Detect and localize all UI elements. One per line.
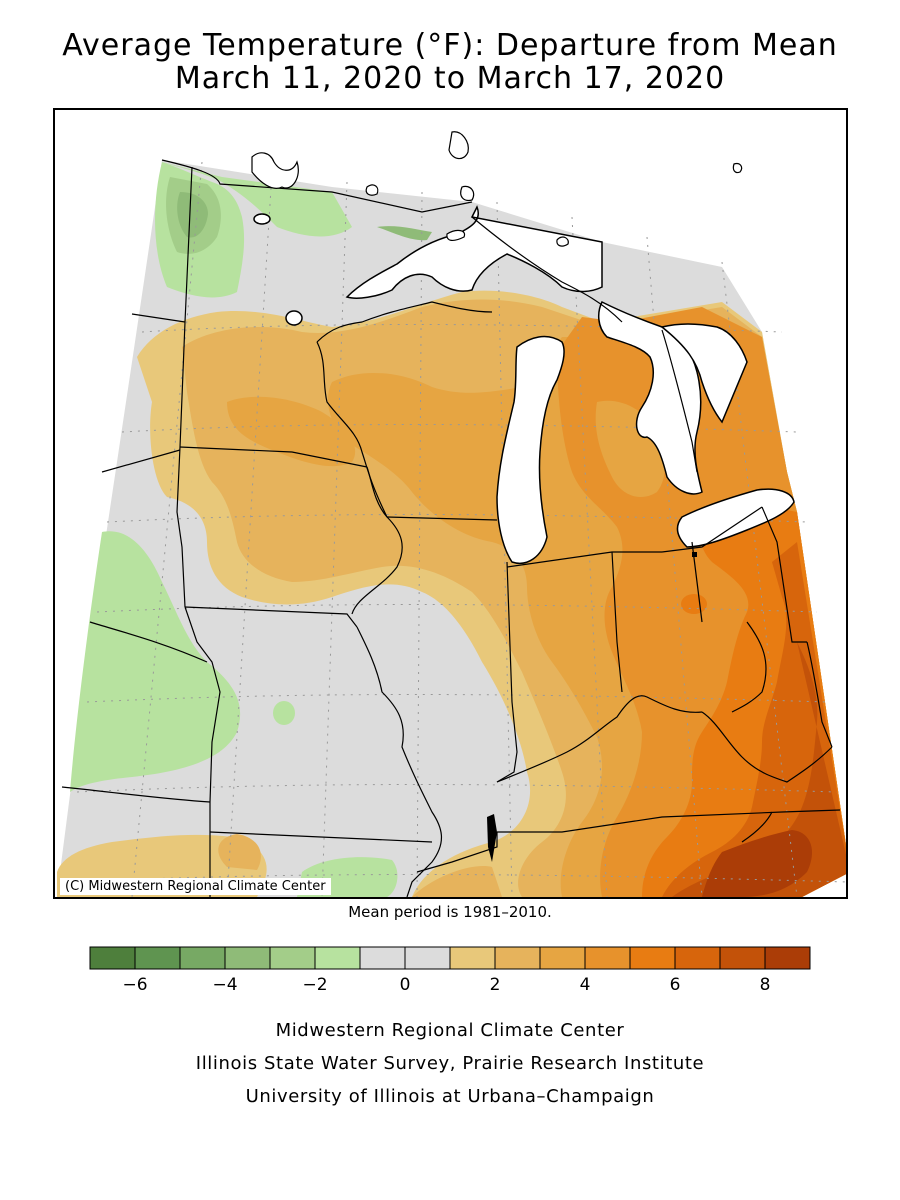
map-title: Average Temperature (°F): Departure from… bbox=[62, 28, 838, 63]
map-subtitle: March 11, 2020 to March 17, 2020 bbox=[174, 61, 726, 96]
legend-swatch bbox=[269, 946, 316, 970]
legend-swatch bbox=[359, 946, 406, 970]
legend-swatch bbox=[674, 946, 721, 970]
legend-swatch bbox=[179, 946, 226, 970]
legend-tick-label: 2 bbox=[489, 975, 501, 995]
lake-superior bbox=[345, 205, 603, 299]
legend-tick-label: −4 bbox=[212, 975, 238, 995]
legend-tick-label: −6 bbox=[122, 975, 148, 995]
legend-swatch bbox=[584, 946, 631, 970]
legend-swatch bbox=[89, 946, 136, 970]
footer-university: University of Illinois at Urbana–Champai… bbox=[245, 1086, 655, 1107]
legend-swatch bbox=[224, 946, 271, 970]
legend-swatch bbox=[404, 946, 451, 970]
copyright-label: (C) Midwestern Regional Climate Center bbox=[60, 878, 331, 895]
legend-tick-label: −2 bbox=[302, 975, 328, 995]
lake-huron-east bbox=[660, 323, 748, 424]
lake-michigan bbox=[496, 335, 565, 564]
legend-tick-label: 0 bbox=[399, 975, 411, 995]
legend-swatch bbox=[719, 946, 766, 970]
great-lakes bbox=[253, 205, 795, 564]
temperature-departure-map bbox=[55, 110, 846, 897]
northern-coast-features bbox=[251, 131, 743, 247]
negative-departure-areas bbox=[70, 162, 432, 897]
legend-swatch bbox=[539, 946, 586, 970]
legend-swatch bbox=[629, 946, 676, 970]
map-panel bbox=[53, 108, 848, 899]
footer-institute: Illinois State Water Survey, Prairie Res… bbox=[195, 1053, 705, 1074]
legend-swatch bbox=[314, 946, 361, 970]
river-lake-marks bbox=[487, 552, 697, 862]
legend-swatch bbox=[134, 946, 181, 970]
lake-erie bbox=[676, 488, 795, 548]
legend-tick-label: 8 bbox=[759, 975, 771, 995]
legend-swatch bbox=[764, 946, 811, 970]
color-legend bbox=[89, 946, 811, 970]
mean-period-note: Mean period is 1981–2010. bbox=[348, 903, 552, 921]
footer-organization: Midwestern Regional Climate Center bbox=[275, 1020, 625, 1041]
legend-tick-label: 6 bbox=[669, 975, 681, 995]
legend-swatch bbox=[494, 946, 541, 970]
legend-tick-label: 4 bbox=[579, 975, 591, 995]
political-boundaries bbox=[61, 159, 841, 897]
legend-swatch bbox=[449, 946, 496, 970]
